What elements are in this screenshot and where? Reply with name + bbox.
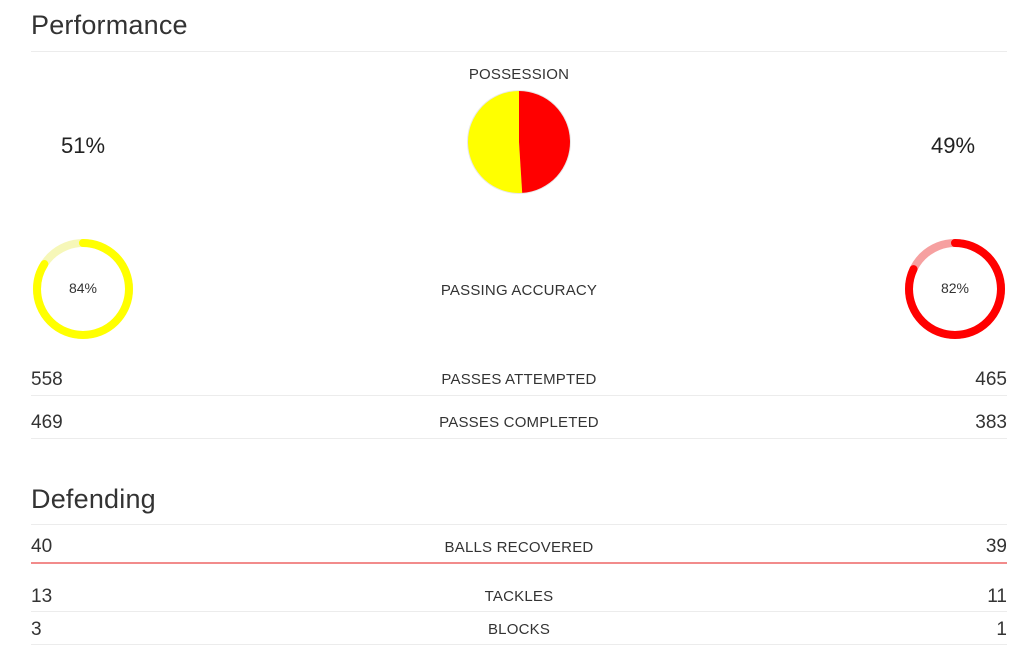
passes-attempted-label: PASSES ATTEMPTED bbox=[441, 371, 597, 388]
balls-recovered-left: 40 bbox=[31, 536, 53, 557]
passes-attempted-left: 558 bbox=[31, 369, 63, 390]
performance-heading: Performance bbox=[31, 10, 188, 40]
passing-accuracy-left-ring: 84% bbox=[31, 237, 135, 341]
blocks-right: 1 bbox=[996, 619, 1007, 640]
passing-accuracy-left-value: 84% bbox=[68, 280, 98, 296]
defending-divider bbox=[31, 524, 1007, 525]
possession-right-value: 49% bbox=[931, 133, 976, 158]
blocks-left: 3 bbox=[31, 619, 42, 640]
passing-accuracy-right-progress bbox=[905, 239, 1005, 339]
possession-pie-chart bbox=[467, 90, 571, 194]
possession-pie-right-slice bbox=[519, 91, 570, 193]
performance-divider bbox=[31, 51, 1007, 52]
possession-left-value: 51% bbox=[61, 133, 106, 158]
tackles-label: TACKLES bbox=[484, 588, 554, 605]
blocks-divider bbox=[31, 644, 1007, 645]
passes-completed-label: PASSES COMPLETED bbox=[439, 414, 599, 431]
tackles-right: 11 bbox=[987, 586, 1007, 607]
balls-recovered-label: BALLS RECOVERED bbox=[444, 539, 594, 556]
balls-recovered-right: 39 bbox=[985, 536, 1007, 557]
balls-recovered-highlight-line bbox=[31, 562, 1007, 564]
passes-completed-left: 469 bbox=[31, 412, 63, 433]
blocks-label: BLOCKS bbox=[487, 621, 551, 638]
passing-accuracy-label: PASSING ACCURACY bbox=[440, 282, 598, 299]
possession-label: POSSESSION bbox=[468, 66, 570, 83]
passes-attempted-divider bbox=[31, 395, 1007, 396]
defending-heading: Defending bbox=[31, 484, 156, 514]
passing-accuracy-left-progress bbox=[33, 239, 133, 339]
possession-pie-left-slice bbox=[467, 91, 523, 193]
passing-accuracy-right-value: 82% bbox=[940, 280, 970, 296]
passing-accuracy-right-ring: 82% bbox=[903, 237, 1007, 341]
passes-completed-right: 383 bbox=[975, 412, 1007, 433]
passes-completed-divider bbox=[31, 438, 1007, 439]
passes-attempted-right: 465 bbox=[975, 369, 1007, 390]
tackles-divider bbox=[31, 611, 1007, 612]
tackles-left: 13 bbox=[31, 586, 53, 607]
